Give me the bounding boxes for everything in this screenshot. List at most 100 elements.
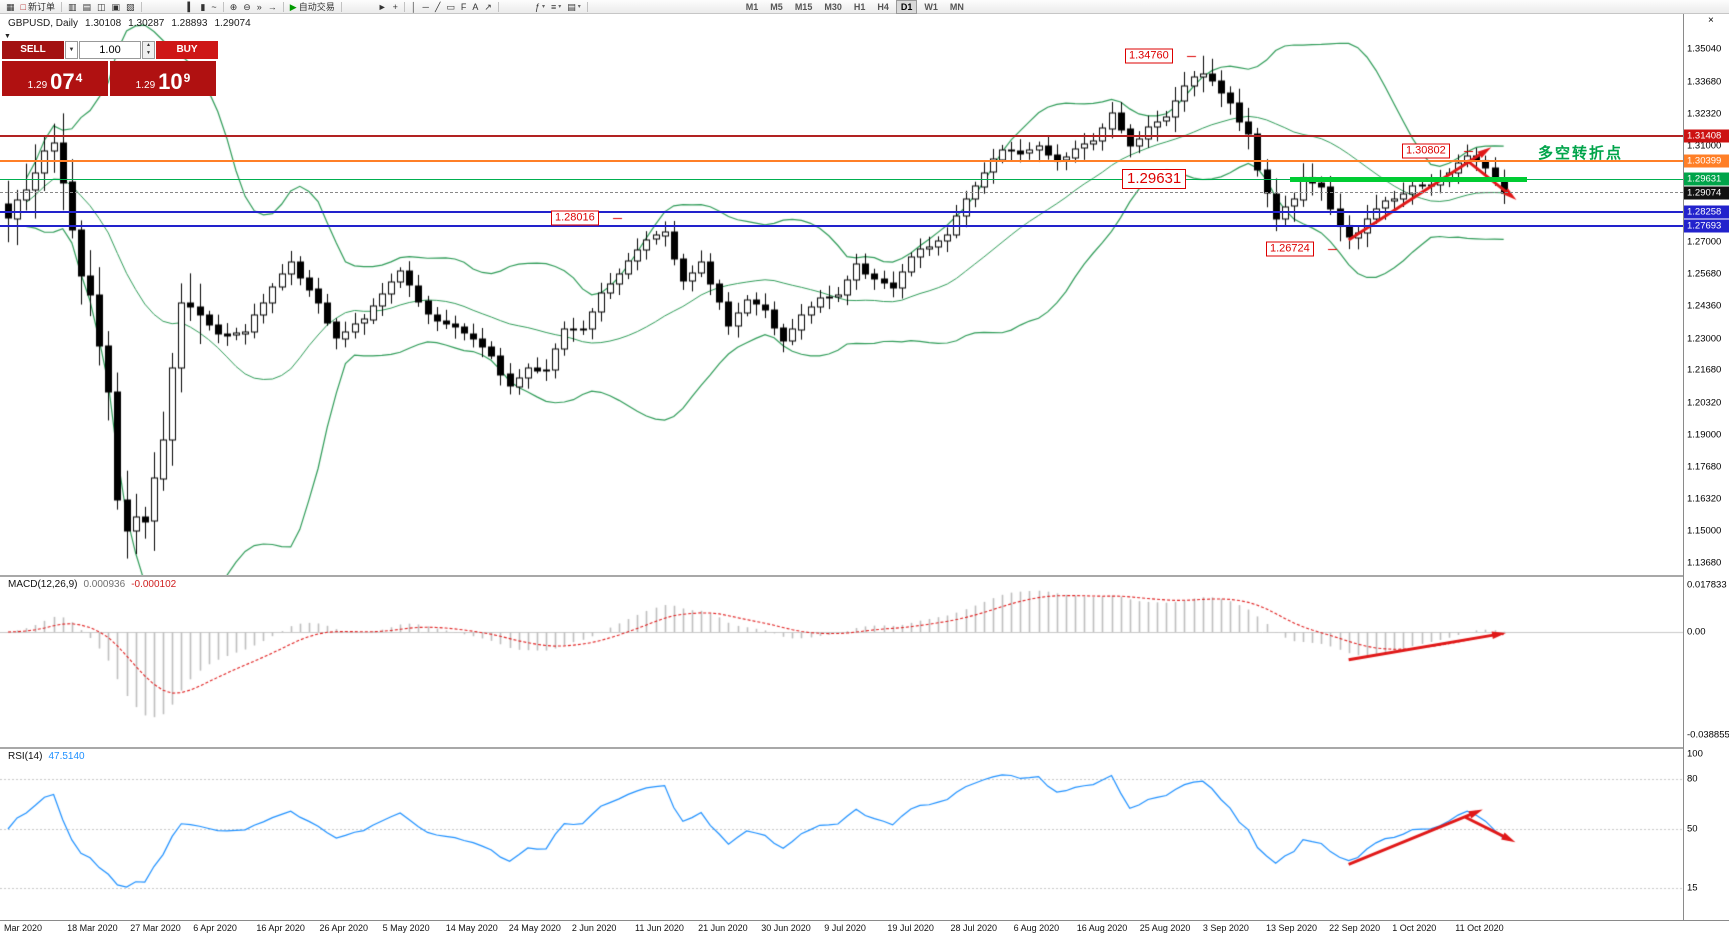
price-tag: 1.27693 <box>1684 219 1729 233</box>
one-click-toggle-icon[interactable]: ▼ <box>4 33 11 40</box>
horizontal-line[interactable] <box>0 178 1683 180</box>
market-watch-icon: ▥ <box>67 1 77 12</box>
new-order-button[interactable]: □ 新订单 <box>18 1 58 13</box>
bar-chart-button[interactable]: ▍ <box>185 1 198 13</box>
timeframe-h4-button[interactable]: H4 <box>877 1 889 12</box>
volume-stepper[interactable]: ▲ ▼ <box>142 41 155 59</box>
volume-up-icon[interactable]: ▲ <box>146 42 151 48</box>
cursor-button[interactable]: ► <box>375 1 390 13</box>
new-order-label: 新订单 <box>27 2 55 12</box>
timeframe-m5-button[interactable]: M5 <box>770 1 783 12</box>
data-window-button[interactable]: ▤ <box>79 1 94 13</box>
equidistant-channel-button[interactable]: ▭ <box>443 1 458 13</box>
new-chart-button[interactable]: ▦ <box>3 1 18 13</box>
navigator-button[interactable]: ◫ <box>94 1 109 13</box>
vertical-line-button[interactable]: │ <box>408 1 420 13</box>
rsi-label: RSI(14) <box>8 751 43 762</box>
cursor-icon: ► <box>377 1 387 12</box>
auto-trading-button[interactable]: ▶ 自动交易 <box>287 1 338 13</box>
date-axis-line <box>0 920 1729 921</box>
timeframe-d1-button[interactable]: D1 <box>895 0 918 14</box>
volume-input[interactable] <box>79 41 141 59</box>
price-callout[interactable]: 1.26724 <box>1266 241 1314 257</box>
zoom-out-button[interactable]: ⊖ <box>240 1 254 13</box>
price-tag: 1.30399 <box>1684 154 1729 168</box>
chart-shift-icon: → <box>267 1 277 12</box>
volume-dropdown-icon[interactable]: ▼ <box>65 41 78 59</box>
market-watch-button[interactable]: ▥ <box>65 1 80 13</box>
turning-point-annotation[interactable]: 多空转折点 <box>1538 145 1624 162</box>
periods-button[interactable]: ≡ ▾ <box>548 1 564 13</box>
arrows-tool-button[interactable]: ↗ <box>481 1 495 13</box>
sell-button[interactable]: SELL <box>2 41 64 59</box>
terminal-icon: ▣ <box>111 1 121 12</box>
chart-shift-button[interactable]: → <box>265 1 280 13</box>
date-axis[interactable]: Mar 2020 18 Mar 2020 27 Mar 2020 6 Apr 2020… <box>0 922 1683 936</box>
text-label-button[interactable]: A <box>469 1 481 13</box>
horizontal-line[interactable] <box>0 159 1683 162</box>
price-tick: 1.16320 <box>1687 493 1722 505</box>
line-chart-button[interactable]: ~ <box>208 1 219 13</box>
price-callout[interactable]: 1.34760 <box>1125 48 1173 64</box>
chart-window: GBPUSD, Daily 1.30108 1.30287 1.28893 1.… <box>0 14 1729 936</box>
periods-icon: ≡ <box>550 1 557 12</box>
horizontal-line[interactable] <box>0 211 1683 214</box>
terminal-button[interactable]: ▣ <box>109 1 124 13</box>
horizontal-line-button[interactable]: ─ <box>420 1 432 13</box>
fibonacci-button[interactable]: F <box>458 1 470 13</box>
panel-separator[interactable] <box>0 747 1729 749</box>
timeframe-m1-button[interactable]: M1 <box>745 1 759 12</box>
vertical-line-icon: │ <box>410 1 417 12</box>
timeframe-w1-button[interactable]: W1 <box>924 1 938 12</box>
price-tick: 1.32320 <box>1687 108 1722 120</box>
rsi-panel-canvas[interactable] <box>0 749 1683 920</box>
buy-button[interactable]: BUY <box>156 41 218 59</box>
horizontal-line[interactable] <box>0 224 1683 227</box>
price-callout[interactable]: 1.30802 <box>1402 143 1450 159</box>
strategy-tester-button[interactable]: ▧ <box>123 1 138 13</box>
main-chart-canvas[interactable] <box>0 14 1683 575</box>
price-tick: 1.35040 <box>1687 43 1722 55</box>
candlestick-chart-button[interactable]: ▮ <box>197 1 208 13</box>
date-label: Mar 2020 <box>4 923 43 933</box>
timeframe-m15-button[interactable]: M15 <box>794 1 813 12</box>
trendline-icon: ╱ <box>434 1 441 12</box>
panel-separator[interactable] <box>0 575 1729 577</box>
auto-scroll-button[interactable]: » <box>254 1 265 13</box>
line-chart-icon: ~ <box>211 1 217 12</box>
date-label: 6 Apr 2020 <box>193 923 237 933</box>
macd-panel-canvas[interactable] <box>0 577 1683 747</box>
sell-price-panel[interactable]: 1.29 07 4 <box>2 61 108 96</box>
zoom-in-button[interactable]: ⊕ <box>227 1 241 13</box>
templates-button[interactable]: ▤ ▾ <box>564 1 584 13</box>
date-label: 11 Jun 2020 <box>635 923 684 933</box>
buy-price-panel[interactable]: 1.29 10 9 <box>110 61 216 96</box>
support-segment-line[interactable] <box>1290 176 1527 182</box>
price-callout[interactable]: 1.28016 <box>551 210 599 226</box>
buy-price-point: 9 <box>183 71 191 85</box>
timeframe-mn-button[interactable]: MN <box>949 1 964 12</box>
price-callout[interactable]: 1.29631 <box>1122 169 1187 190</box>
timeframe-h1-button[interactable]: H1 <box>853 1 866 12</box>
toolbar-separator <box>222 1 224 12</box>
symbol-period-label: GBPUSD, Daily <box>8 18 79 29</box>
crosshair-button[interactable]: + <box>390 1 401 13</box>
price-axis[interactable]: 1.35040 1.33680 1.32320 1.31000 1.27000 1.256… <box>1683 14 1729 920</box>
timeframe-m30-button[interactable]: M30 <box>824 1 842 12</box>
horizontal-line[interactable] <box>0 192 1683 194</box>
one-click-trading-widget: ▼ SELL ▼ ▲ ▼ BUY 1.29 07 4 1.29 10 9 <box>2 33 218 96</box>
auto-scroll-icon: » <box>256 1 262 12</box>
chart-header: GBPUSD, Daily 1.30108 1.30287 1.28893 1.… <box>8 18 251 29</box>
trendline-button[interactable]: ╱ <box>432 1 443 13</box>
date-label: 30 Jun 2020 <box>761 923 811 933</box>
date-label: 18 Mar 2020 <box>67 923 118 933</box>
macd-label: MACD(12,26,9) <box>8 579 78 590</box>
date-label: 16 Apr 2020 <box>256 923 305 933</box>
close-chart-icon[interactable]: × <box>1708 15 1714 26</box>
indicators-button[interactable]: ƒ ▾ <box>532 1 548 13</box>
volume-down-icon[interactable]: ▼ <box>146 50 151 56</box>
fibonacci-icon: F <box>460 1 467 12</box>
candlestick-chart-icon: ▮ <box>200 1 206 12</box>
horizontal-line[interactable] <box>0 135 1683 138</box>
toolbar-separator <box>497 1 499 12</box>
